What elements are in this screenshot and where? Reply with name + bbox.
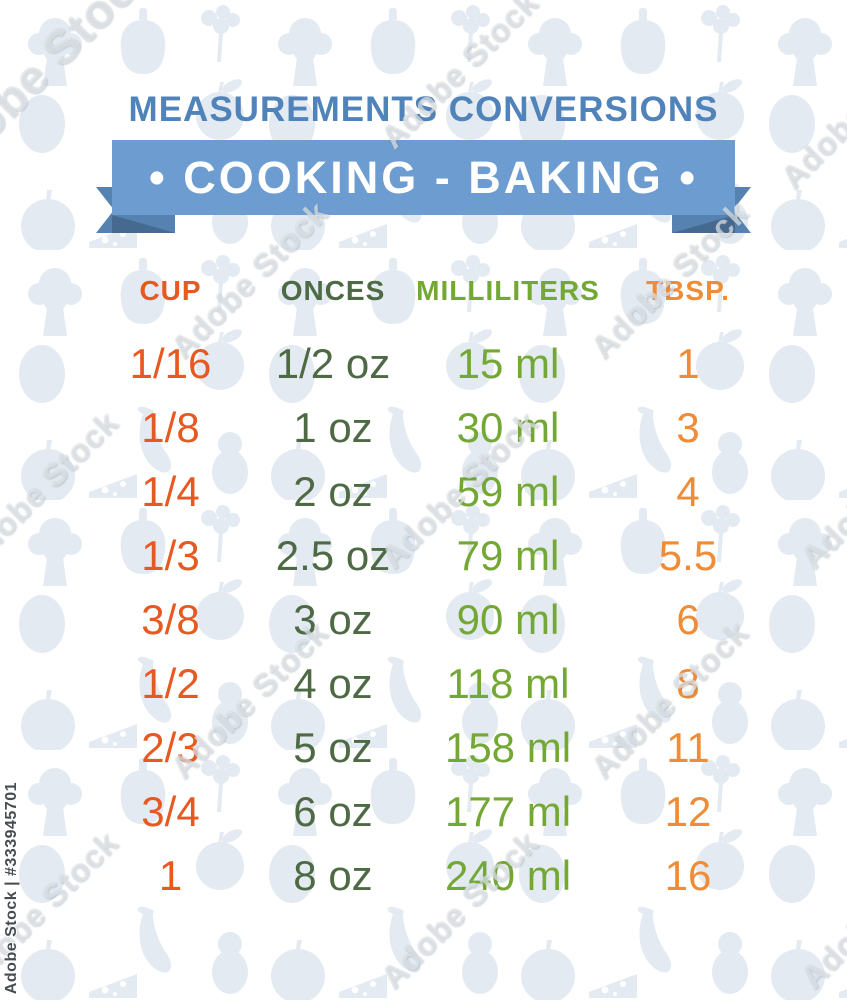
cell-milliliters: 90 ml	[456, 596, 560, 643]
cell-milliliters: 59 ml	[456, 468, 560, 515]
cell-tbsp: 11	[666, 724, 710, 771]
cell-tbsp: 5.5	[658, 532, 718, 579]
table-row: 1/4 2 oz 59 ml 4	[78, 460, 763, 524]
ribbon-right-fold	[672, 215, 735, 233]
ribbon-banner	[96, 140, 751, 233]
table-row: 1/2 4 oz 118 ml 8	[78, 652, 763, 716]
table-row: 3/4 6 oz 177 ml 12	[78, 780, 763, 844]
cell-onces: 2 oz	[293, 468, 373, 515]
cell-cup: 1	[158, 852, 183, 899]
cell-milliliters: 177 ml	[444, 788, 572, 835]
column-header-onces: ONCES	[280, 275, 386, 306]
cell-onces: 2.5 oz	[275, 532, 391, 579]
cell-milliliters: 79 ml	[456, 532, 560, 579]
cell-milliliters: 118 ml	[446, 660, 570, 707]
table-header-row: CUP ONCES MILLILITERS TBSP.	[78, 266, 763, 316]
cell-onces: 5 oz	[293, 724, 373, 771]
cell-onces: 8 oz	[293, 852, 373, 899]
ribbon-label: • COOKING - BAKING •	[148, 152, 698, 203]
table-row: 1/8 1 oz 30 ml 3	[78, 396, 763, 460]
ribbon-left-fold	[112, 215, 175, 233]
cell-tbsp: 8	[676, 660, 700, 707]
stock-id-watermark: Adobe Stock | #333945701	[3, 781, 20, 994]
table-row: 1/16 1/2 oz 15 ml 1	[78, 332, 763, 396]
cell-milliliters: 240 ml	[444, 852, 572, 899]
cell-onces: 1 oz	[293, 404, 373, 451]
cell-tbsp: 12	[664, 788, 712, 835]
cell-milliliters: 30 ml	[456, 404, 560, 451]
cell-tbsp: 6	[676, 596, 700, 643]
cell-tbsp: 3	[676, 404, 700, 451]
page-title: MEASUREMENTS CONVERSIONS	[128, 90, 719, 129]
conversion-table: CUP ONCES MILLILITERS TBSP. 1/16 1/2 oz …	[78, 266, 763, 908]
cell-cup: 3/8	[141, 596, 200, 643]
cell-cup: 3/4	[141, 788, 200, 835]
column-header-cup: CUP	[139, 275, 202, 306]
cell-cup: 1/8	[141, 404, 200, 451]
cell-onces: 1/2 oz	[275, 340, 391, 387]
cell-cup: 1/16	[129, 340, 212, 387]
cell-milliliters: 158 ml	[444, 724, 572, 771]
column-header-milliliters: MILLILITERS	[416, 275, 600, 306]
cell-cup: 1/4	[141, 468, 200, 515]
cell-cup: 1/2	[141, 660, 200, 707]
table-row: 1/3 2.5 oz 79 ml 5.5	[78, 524, 763, 588]
cell-onces: 3 oz	[293, 596, 373, 643]
cell-onces: 4 oz	[293, 660, 373, 707]
cell-cup: 2/3	[141, 724, 200, 771]
table-row: 3/8 3 oz 90 ml 6	[78, 588, 763, 652]
cell-tbsp: 1	[676, 340, 700, 387]
table-row: 2/3 5 oz 158 ml 11	[78, 716, 763, 780]
cell-tbsp: 4	[676, 468, 700, 515]
table-row: 1 8 oz 240 ml 16	[78, 844, 763, 908]
ribbon-band	[112, 140, 735, 215]
column-header-tbsp: TBSP.	[646, 275, 730, 306]
cell-tbsp: 16	[664, 852, 712, 899]
cell-milliliters: 15 ml	[456, 340, 560, 387]
cell-onces: 6 oz	[293, 788, 373, 835]
cell-cup: 1/3	[141, 532, 200, 579]
